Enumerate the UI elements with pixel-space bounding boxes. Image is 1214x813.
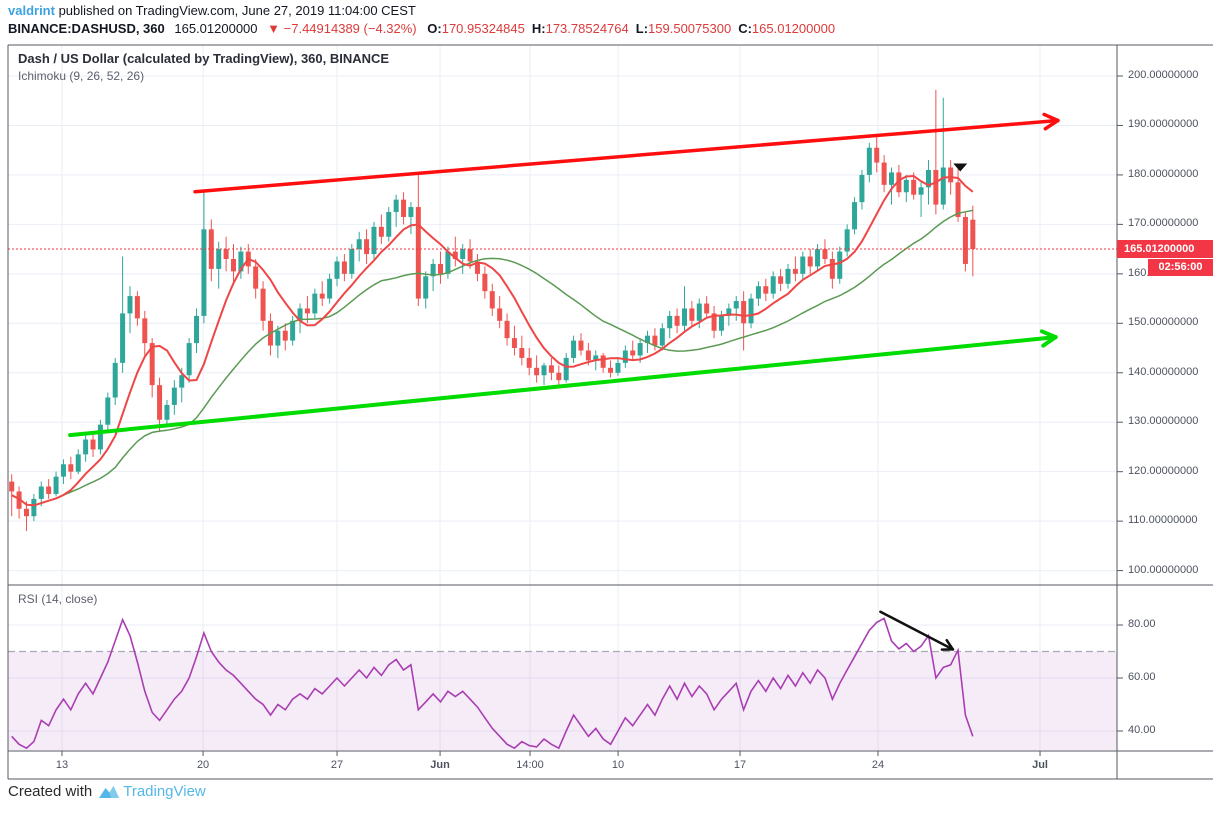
ohlc-label: C: — [738, 21, 752, 36]
rsi-axis-label: 40.00 — [1128, 724, 1156, 736]
price-axis-label: 130.00000000 — [1128, 415, 1199, 428]
ohlc-value: 173.78524764 — [545, 21, 629, 36]
published-text: published on TradingView.com, June 27, 2… — [54, 3, 416, 18]
ohlc-label: O: — [427, 21, 442, 36]
price-axis-label: 120.00000000 — [1128, 464, 1199, 477]
ohlc-value: 170.95324845 — [441, 21, 525, 36]
time-axis-label: 24 — [871, 759, 885, 771]
price-axis-label: 100.00000000 — [1128, 563, 1199, 576]
time-axis-label: 27 — [330, 759, 344, 771]
ohlc-values: O:170.95324845 H:173.78524764 L:159.500753… — [420, 21, 835, 36]
tradingview-logo-icon[interactable] — [98, 784, 120, 800]
price-axis-label: 180.00000000 — [1128, 167, 1199, 180]
ohlc-value: 159.50075300 — [648, 21, 732, 36]
time-axis-label: 20 — [196, 759, 210, 771]
last-price-badge: 165.01200000 — [1117, 240, 1213, 259]
price-axis-label: 110.00000000 — [1128, 514, 1198, 527]
time-axis-label: 13 — [55, 759, 69, 771]
indicator-label: Ichimoku (9, 26, 52, 26) — [18, 69, 145, 83]
quote-line: BINANCE:DASHUSD, 360 165.01200000 ▼ −7.4… — [8, 21, 835, 36]
time-axis-label: Jul — [1032, 759, 1048, 771]
price-axis-label: 150.00000000 — [1128, 316, 1199, 329]
chart-title: Dash / US Dollar (calculated by TradingV… — [18, 51, 390, 66]
tradingview-brand-link[interactable]: TradingView — [123, 783, 206, 800]
rsi-axis-label: 80.00 — [1128, 618, 1156, 630]
chart-canvas — [7, 44, 1213, 780]
time-axis-label: 17 — [733, 759, 747, 771]
ohlc-label: L: — [635, 21, 649, 36]
ohlc-value: 165.01200000 — [751, 21, 836, 36]
chart-legend: Dash / US Dollar (calculated by TradingV… — [18, 51, 389, 83]
time-axis-label: 10 — [611, 759, 625, 771]
time-axis-label: 14:00 — [516, 759, 544, 771]
price-axis-label: 170.00000000 — [1128, 217, 1199, 230]
author-link[interactable]: valdrint — [8, 3, 55, 18]
chart-area: Dash / US Dollar (calculated by TradingV… — [7, 44, 1213, 780]
rsi-pane-label: RSI (14, close) — [18, 592, 98, 606]
price-axis-label: 190.00000000 — [1128, 118, 1199, 131]
rsi-axis-label: 60.00 — [1128, 671, 1156, 683]
price-change: ▼ −7.44914389 (−4.32%) — [267, 21, 417, 36]
footer: Created with TradingView — [8, 783, 206, 800]
ohlc-label: H: — [531, 21, 546, 36]
countdown-badge: 02:56:00 — [1148, 258, 1213, 276]
publish-info: valdrint published on TradingView.com, J… — [8, 3, 416, 18]
price-axis-label: 140.00000000 — [1128, 365, 1199, 378]
price-axis-label: 200.00000000 — [1128, 69, 1199, 81]
last-price: 165.01200000 — [174, 21, 258, 36]
created-with-text: Created with — [8, 783, 93, 800]
symbol-label: BINANCE:DASHUSD, 360 — [8, 21, 165, 36]
time-axis-label: Jun — [430, 759, 450, 771]
